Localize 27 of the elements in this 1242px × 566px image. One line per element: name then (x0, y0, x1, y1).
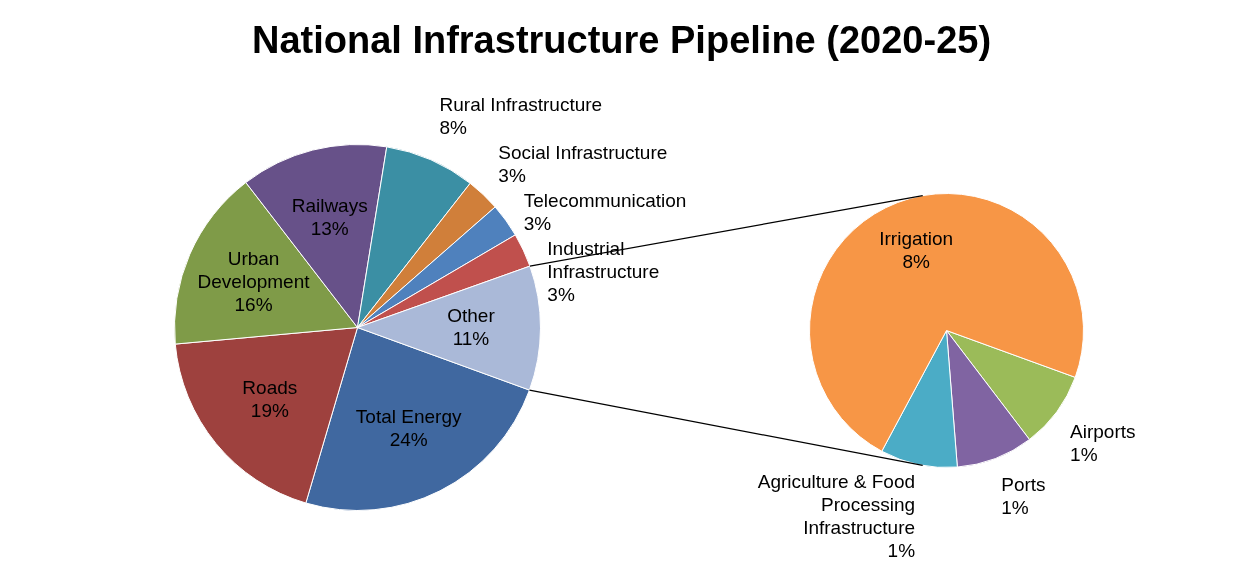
slice-label: Total Energy (355, 405, 462, 427)
slice-label: Irrigation (879, 228, 954, 250)
slice-label: Industrial Infrastructure (547, 237, 660, 282)
slice-label: Airports (1070, 421, 1136, 443)
slice-label: Social Infrastructure (498, 141, 668, 163)
data-label: 8% (902, 251, 931, 273)
slice-label: Roads (242, 376, 298, 398)
data-label: 3% (523, 212, 552, 234)
data-label: 1% (1001, 496, 1029, 518)
slice-label: Other (447, 304, 496, 326)
data-label: 16% (234, 293, 273, 315)
data-label: 3% (498, 164, 526, 186)
slice-label: Agriculture & Food Processing Infrastructure (757, 470, 916, 538)
data-label: 13% (310, 217, 349, 239)
data-label: 8% (439, 116, 468, 138)
slice-label: Rural Infrastructure (439, 93, 603, 115)
data-label: 19% (250, 399, 289, 421)
slice-label: Telecommunication (523, 189, 687, 211)
chart-title: National Infrastructure Pipeline (2020-25) (251, 18, 992, 61)
slice-label: Urban Development (197, 247, 311, 292)
data-label: 3% (547, 283, 575, 305)
data-label: 11% (452, 327, 490, 349)
data-label: 24% (389, 428, 428, 450)
data-label: 1% (1070, 444, 1098, 466)
slice-label: Railways (291, 194, 368, 216)
slice-label: Ports (1001, 473, 1046, 495)
data-label: 1% (887, 539, 916, 561)
